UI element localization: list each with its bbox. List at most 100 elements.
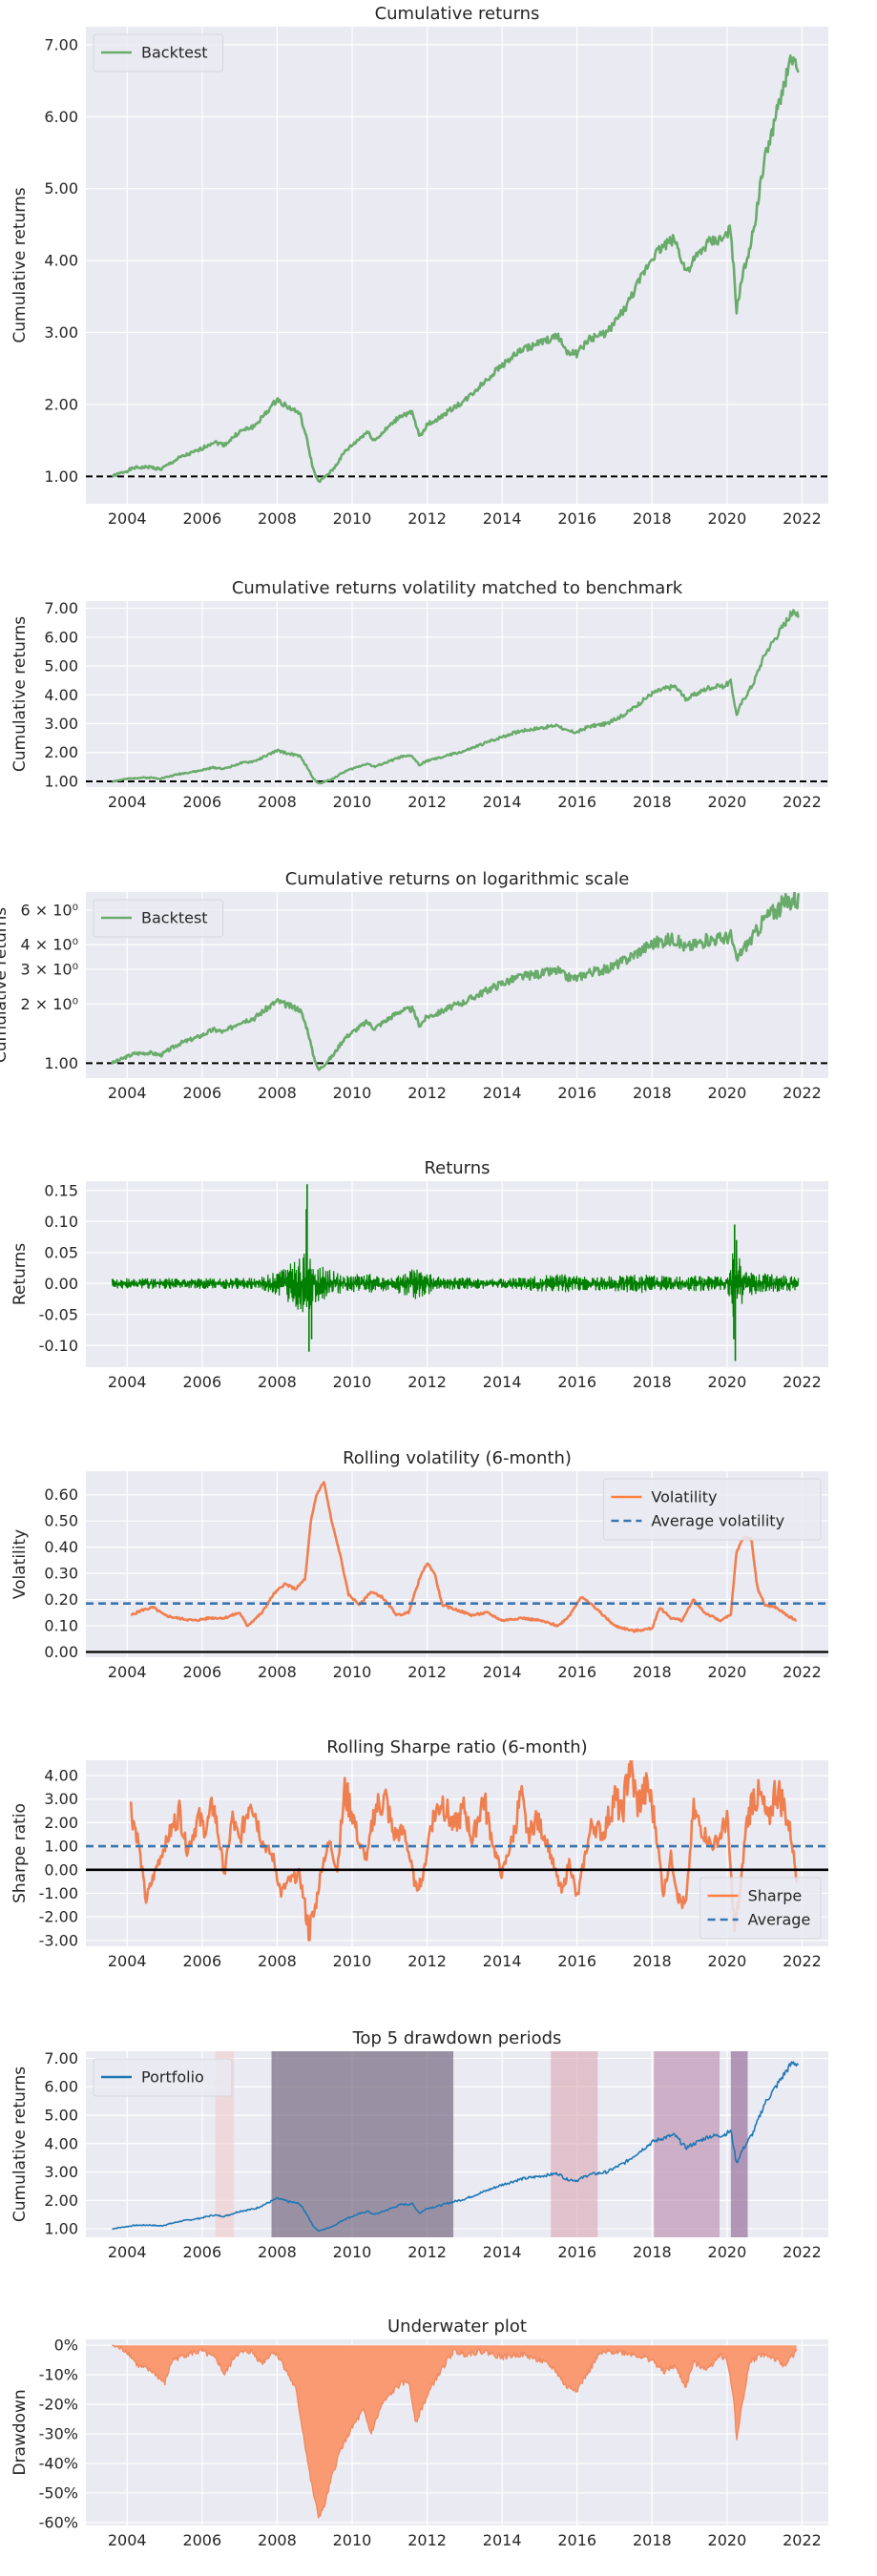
x-tick-label: 2018	[633, 1373, 672, 1391]
rolling-sharpe-panel: Rolling Sharpe ratio (6-month) Sharpe ra…	[10, 1737, 828, 1970]
y-axis-label: Cumulative returns	[0, 907, 10, 1063]
legend-label: Volatility	[651, 1488, 717, 1506]
x-tick-label: 2012	[407, 1663, 447, 1681]
x-tick-label: 2012	[407, 1952, 447, 1970]
x-tick-label: 2004	[108, 2243, 147, 2261]
y-tick-label: 6.00	[44, 108, 78, 126]
legend-box	[93, 33, 224, 73]
x-tick-label: 2022	[783, 1663, 822, 1681]
x-tick-label: 2014	[483, 1084, 522, 1102]
x-tick-label: 2004	[108, 1952, 147, 1970]
x-tick-label: 2014	[483, 793, 522, 811]
x-tick-label: 2022	[783, 1084, 822, 1102]
legend-box	[700, 1877, 822, 1940]
x-tick-label: 2008	[258, 2243, 297, 2261]
y-tick-label: -2.00	[39, 1908, 78, 1926]
y-tick-label: 0.20	[44, 1590, 78, 1609]
legend: Backtest	[93, 899, 224, 938]
y-tick-label: 1.00	[44, 1838, 78, 1856]
x-tick-label: 2016	[557, 2531, 596, 2549]
y-axis-label: Sharpe ratio	[10, 1803, 30, 1903]
plot-content	[86, 1481, 828, 1653]
y-axis-label: Returns	[10, 1243, 30, 1305]
x-tick-label: 2006	[182, 1663, 221, 1681]
y-axis-label: Volatility	[10, 1529, 30, 1599]
plot-content	[112, 2051, 800, 2237]
plot-area	[86, 1181, 828, 1367]
y-tick-label: 0.00	[44, 1275, 78, 1293]
y-tick-label: 5.00	[44, 657, 78, 675]
x-tick-label: 2010	[333, 1373, 372, 1391]
panel-title: Returns	[424, 1158, 490, 1178]
series-line	[129, 1760, 798, 1942]
legend: Backtest	[93, 33, 224, 73]
legend-box	[93, 2058, 233, 2097]
drawdown-period-shade	[730, 2051, 748, 2237]
x-tick-label: 2008	[258, 1373, 297, 1391]
legend-label: Sharpe	[748, 1887, 803, 1905]
x-tick-label: 2010	[333, 793, 372, 811]
plot-content	[86, 609, 828, 785]
y-tick-label: 0.05	[44, 1243, 78, 1261]
y-axis-label: Cumulative returns	[10, 616, 30, 772]
x-tick-label: 2020	[708, 1952, 747, 1970]
y-axis-label: Cumulative returns	[10, 187, 30, 343]
series-line	[130, 1481, 797, 1633]
y-tick-label: 7.00	[44, 2049, 78, 2067]
x-tick-label: 2010	[333, 2531, 372, 2549]
x-tick-label: 2006	[182, 2531, 221, 2549]
drawdown-period-shade	[215, 2051, 235, 2237]
y-axis-label: Cumulative returns	[10, 2067, 30, 2222]
x-tick-label: 2014	[483, 1663, 522, 1681]
y-tick-label: 7.00	[44, 599, 78, 617]
y-tick-label: -1.00	[39, 1884, 78, 1902]
x-tick-label: 2016	[557, 793, 596, 811]
series-line	[111, 892, 800, 1071]
y-tick-label: 3.00	[44, 323, 78, 342]
x-tick-label: 2018	[633, 1084, 672, 1102]
x-tick-label: 2014	[483, 2243, 522, 2261]
y-tick-label: -3.00	[39, 1931, 78, 1949]
y-tick-label: -20%	[39, 2396, 78, 2414]
x-tick-label: 2006	[182, 1373, 221, 1391]
x-tick-label: 2022	[783, 1373, 822, 1391]
panel-title: Cumulative returns on logarithmic scale	[285, 869, 630, 889]
panel-title: Cumulative returns volatility matched to…	[232, 578, 683, 598]
y-tick-label: 0.50	[44, 1512, 78, 1530]
x-tick-label: 2020	[708, 1084, 747, 1102]
x-tick-label: 2010	[333, 1952, 372, 1970]
x-tick-label: 2022	[783, 793, 822, 811]
gridlines	[86, 601, 828, 787]
x-tick-label: 2016	[557, 2243, 596, 2261]
drawdown-area	[112, 2345, 797, 2519]
y-axis-label: Drawdown	[10, 2389, 30, 2475]
x-tick-label: 2012	[407, 2243, 447, 2261]
y-tick-label: 4.00	[44, 686, 78, 704]
y-tick-label: 1.00	[44, 1054, 78, 1072]
y-tick-label: 1.00	[44, 2220, 78, 2238]
series-line	[112, 2061, 800, 2233]
drawdown-period-shade	[654, 2051, 720, 2237]
x-tick-label: 2012	[407, 1084, 447, 1102]
y-tick-label: 0.40	[44, 1538, 78, 1556]
x-tick-label: 2018	[633, 2531, 672, 2549]
panel-title: Rolling Sharpe ratio (6-month)	[326, 1737, 587, 1757]
x-tick-label: 2006	[182, 1084, 221, 1102]
y-tick-label: 4.00	[44, 2134, 78, 2152]
plot-area	[86, 27, 828, 504]
x-tick-label: 2014	[483, 1952, 522, 1970]
y-tick-label: 3.00	[44, 715, 78, 733]
y-tick-label: 0.60	[44, 1485, 78, 1504]
x-tick-label: 2020	[708, 509, 747, 528]
series-line	[112, 2344, 798, 2519]
x-tick-label: 2010	[333, 1084, 372, 1102]
x-tick-label: 2020	[708, 1663, 747, 1681]
x-tick-label: 2008	[258, 1952, 297, 1970]
legend: Volatility Average volatility	[602, 1478, 822, 1541]
y-tick-label: 0.10	[44, 1617, 78, 1635]
legend-label: Average volatility	[651, 1512, 784, 1530]
x-tick-label: 2014	[483, 2531, 522, 2549]
panel-title: Top 5 drawdown periods	[352, 2028, 562, 2048]
plot-content	[111, 1184, 800, 1361]
